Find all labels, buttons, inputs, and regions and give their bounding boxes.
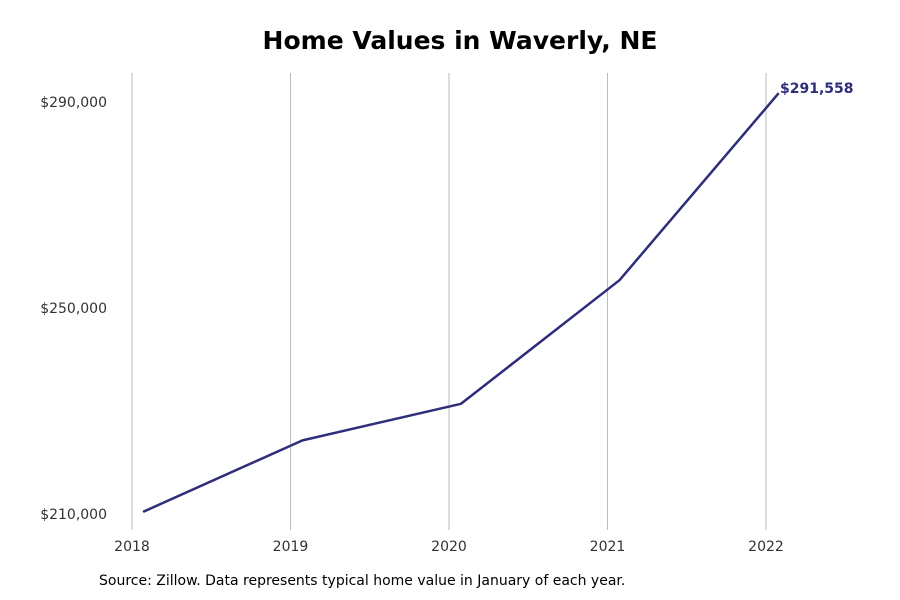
x-tick-label: 2022 <box>748 539 784 555</box>
x-tick-label: 2018 <box>114 539 150 555</box>
source-note: Source: Zillow. Data represents typical … <box>99 573 626 589</box>
y-tick-label: $250,000 <box>40 301 107 317</box>
data-labels: $291,558 <box>780 81 854 97</box>
gridlines <box>131 73 767 530</box>
y-axis-ticks: $210,000 $250,000 $290,000 <box>40 95 107 523</box>
x-axis-ticks: 2018 2019 2020 2021 2022 <box>114 539 784 555</box>
series-layer <box>142 92 780 513</box>
end-value-label: $291,558 <box>780 81 854 97</box>
y-tick-label: $210,000 <box>40 507 107 523</box>
y-tick-label: $290,000 <box>40 95 107 111</box>
x-tick-label: 2020 <box>431 539 467 555</box>
x-tick-label: 2021 <box>590 539 626 555</box>
series-line-0 <box>142 92 780 513</box>
x-tick-label: 2019 <box>273 539 309 555</box>
chart-title: Home Values in Waverly, NE <box>262 26 658 55</box>
